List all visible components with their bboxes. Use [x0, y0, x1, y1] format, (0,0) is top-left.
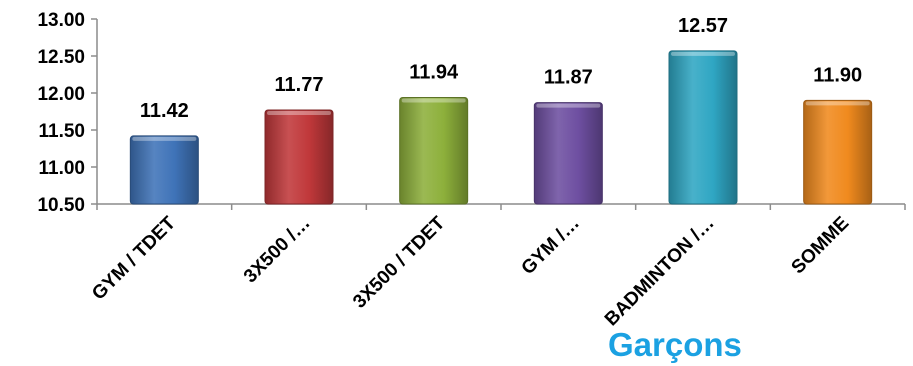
y-tick-label: 10.50 [37, 195, 85, 216]
y-tick-label: 13.00 [37, 10, 85, 31]
bar [533, 102, 603, 205]
category-label: SOMME [788, 213, 854, 279]
data-label: 11.77 [275, 74, 324, 96]
data-labels: 11.42 11.77 11.94 11.87 12.57 11.90 [140, 15, 862, 122]
bar [399, 96, 469, 205]
data-label: 11.42 [140, 100, 189, 122]
bar [803, 99, 873, 205]
y-tick-label: 12.00 [37, 84, 85, 105]
category-label: GYM / TDET [88, 212, 180, 304]
plot-area: 10.50 11.00 11.50 12.00 12.50 13.00 11.42 11.7… [37, 10, 906, 330]
category-label: BADMINTON /… [601, 213, 719, 331]
bar-highlight [805, 101, 870, 106]
data-label: 11.87 [544, 67, 593, 89]
category-label: GYM /… [518, 213, 584, 279]
bar-highlight [536, 103, 601, 108]
bar-highlight [132, 136, 197, 141]
chart-title: Garçons [608, 326, 742, 363]
y-ticks: 10.50 11.00 11.50 12.00 12.50 13.00 [37, 10, 97, 216]
bar [668, 50, 738, 205]
category-label: 3X500 / TDET [349, 212, 449, 312]
bar-highlight [671, 51, 735, 56]
y-tick-label: 11.00 [39, 158, 86, 179]
bars [129, 50, 873, 205]
category-labels: GYM / TDET 3X500 /… 3X500 / TDET GYM /… BADM… [88, 212, 853, 330]
y-tick-label: 11.50 [39, 121, 86, 142]
category-label: 3X500 /… [240, 213, 315, 288]
bar-highlight [267, 111, 331, 116]
data-label: 11.90 [813, 64, 862, 86]
bar [264, 109, 334, 205]
data-label: 12.57 [678, 15, 728, 37]
bar-highlight [401, 98, 466, 103]
y-tick-label: 12.50 [37, 47, 85, 68]
bar [129, 135, 199, 205]
data-label: 11.94 [409, 61, 459, 83]
x-ticks [96, 204, 906, 210]
